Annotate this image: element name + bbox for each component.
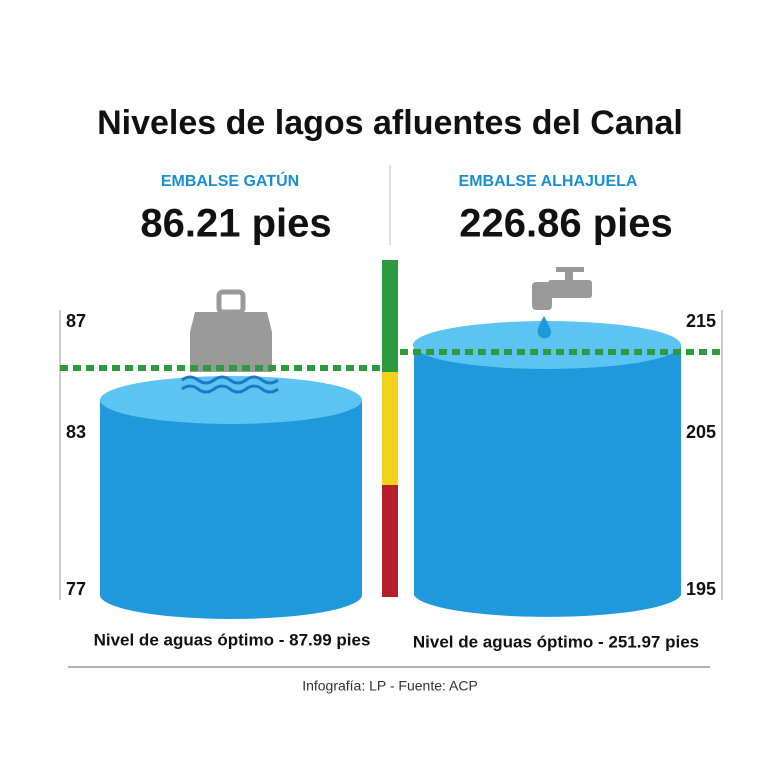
title: Niveles de lagos afluentes del Canal (97, 104, 683, 142)
status-red (382, 485, 398, 597)
cylinder-top (413, 321, 681, 369)
status-green (382, 260, 398, 372)
scale-label: 205 (686, 422, 716, 442)
scale-label: 77 (66, 579, 86, 599)
reservoir-name: EMBALSE GATÚN (161, 171, 299, 190)
cylinder (100, 400, 362, 619)
reservoir-name: EMBALSE ALHAJUELA (459, 173, 638, 190)
scale-label: 195 (686, 579, 716, 599)
status-yellow (382, 372, 398, 485)
scale-label: 215 (686, 311, 716, 331)
optimum-label: Nivel de aguas óptimo - 87.99 pies (94, 630, 371, 649)
scale-label: 83 (66, 422, 86, 442)
scale-label: 87 (66, 311, 86, 331)
faucet-icon (532, 267, 592, 339)
reservoir-level: 86.21 pies (140, 202, 331, 246)
optimum-label: Nivel de aguas óptimo - 251.97 pies (413, 632, 699, 651)
cylinder-top (100, 376, 362, 424)
cylinder (414, 345, 681, 617)
reservoir-level: 226.86 pies (459, 202, 673, 246)
boat-icon (181, 289, 279, 394)
source-note: Infografía: LP - Fuente: ACP (302, 678, 478, 694)
